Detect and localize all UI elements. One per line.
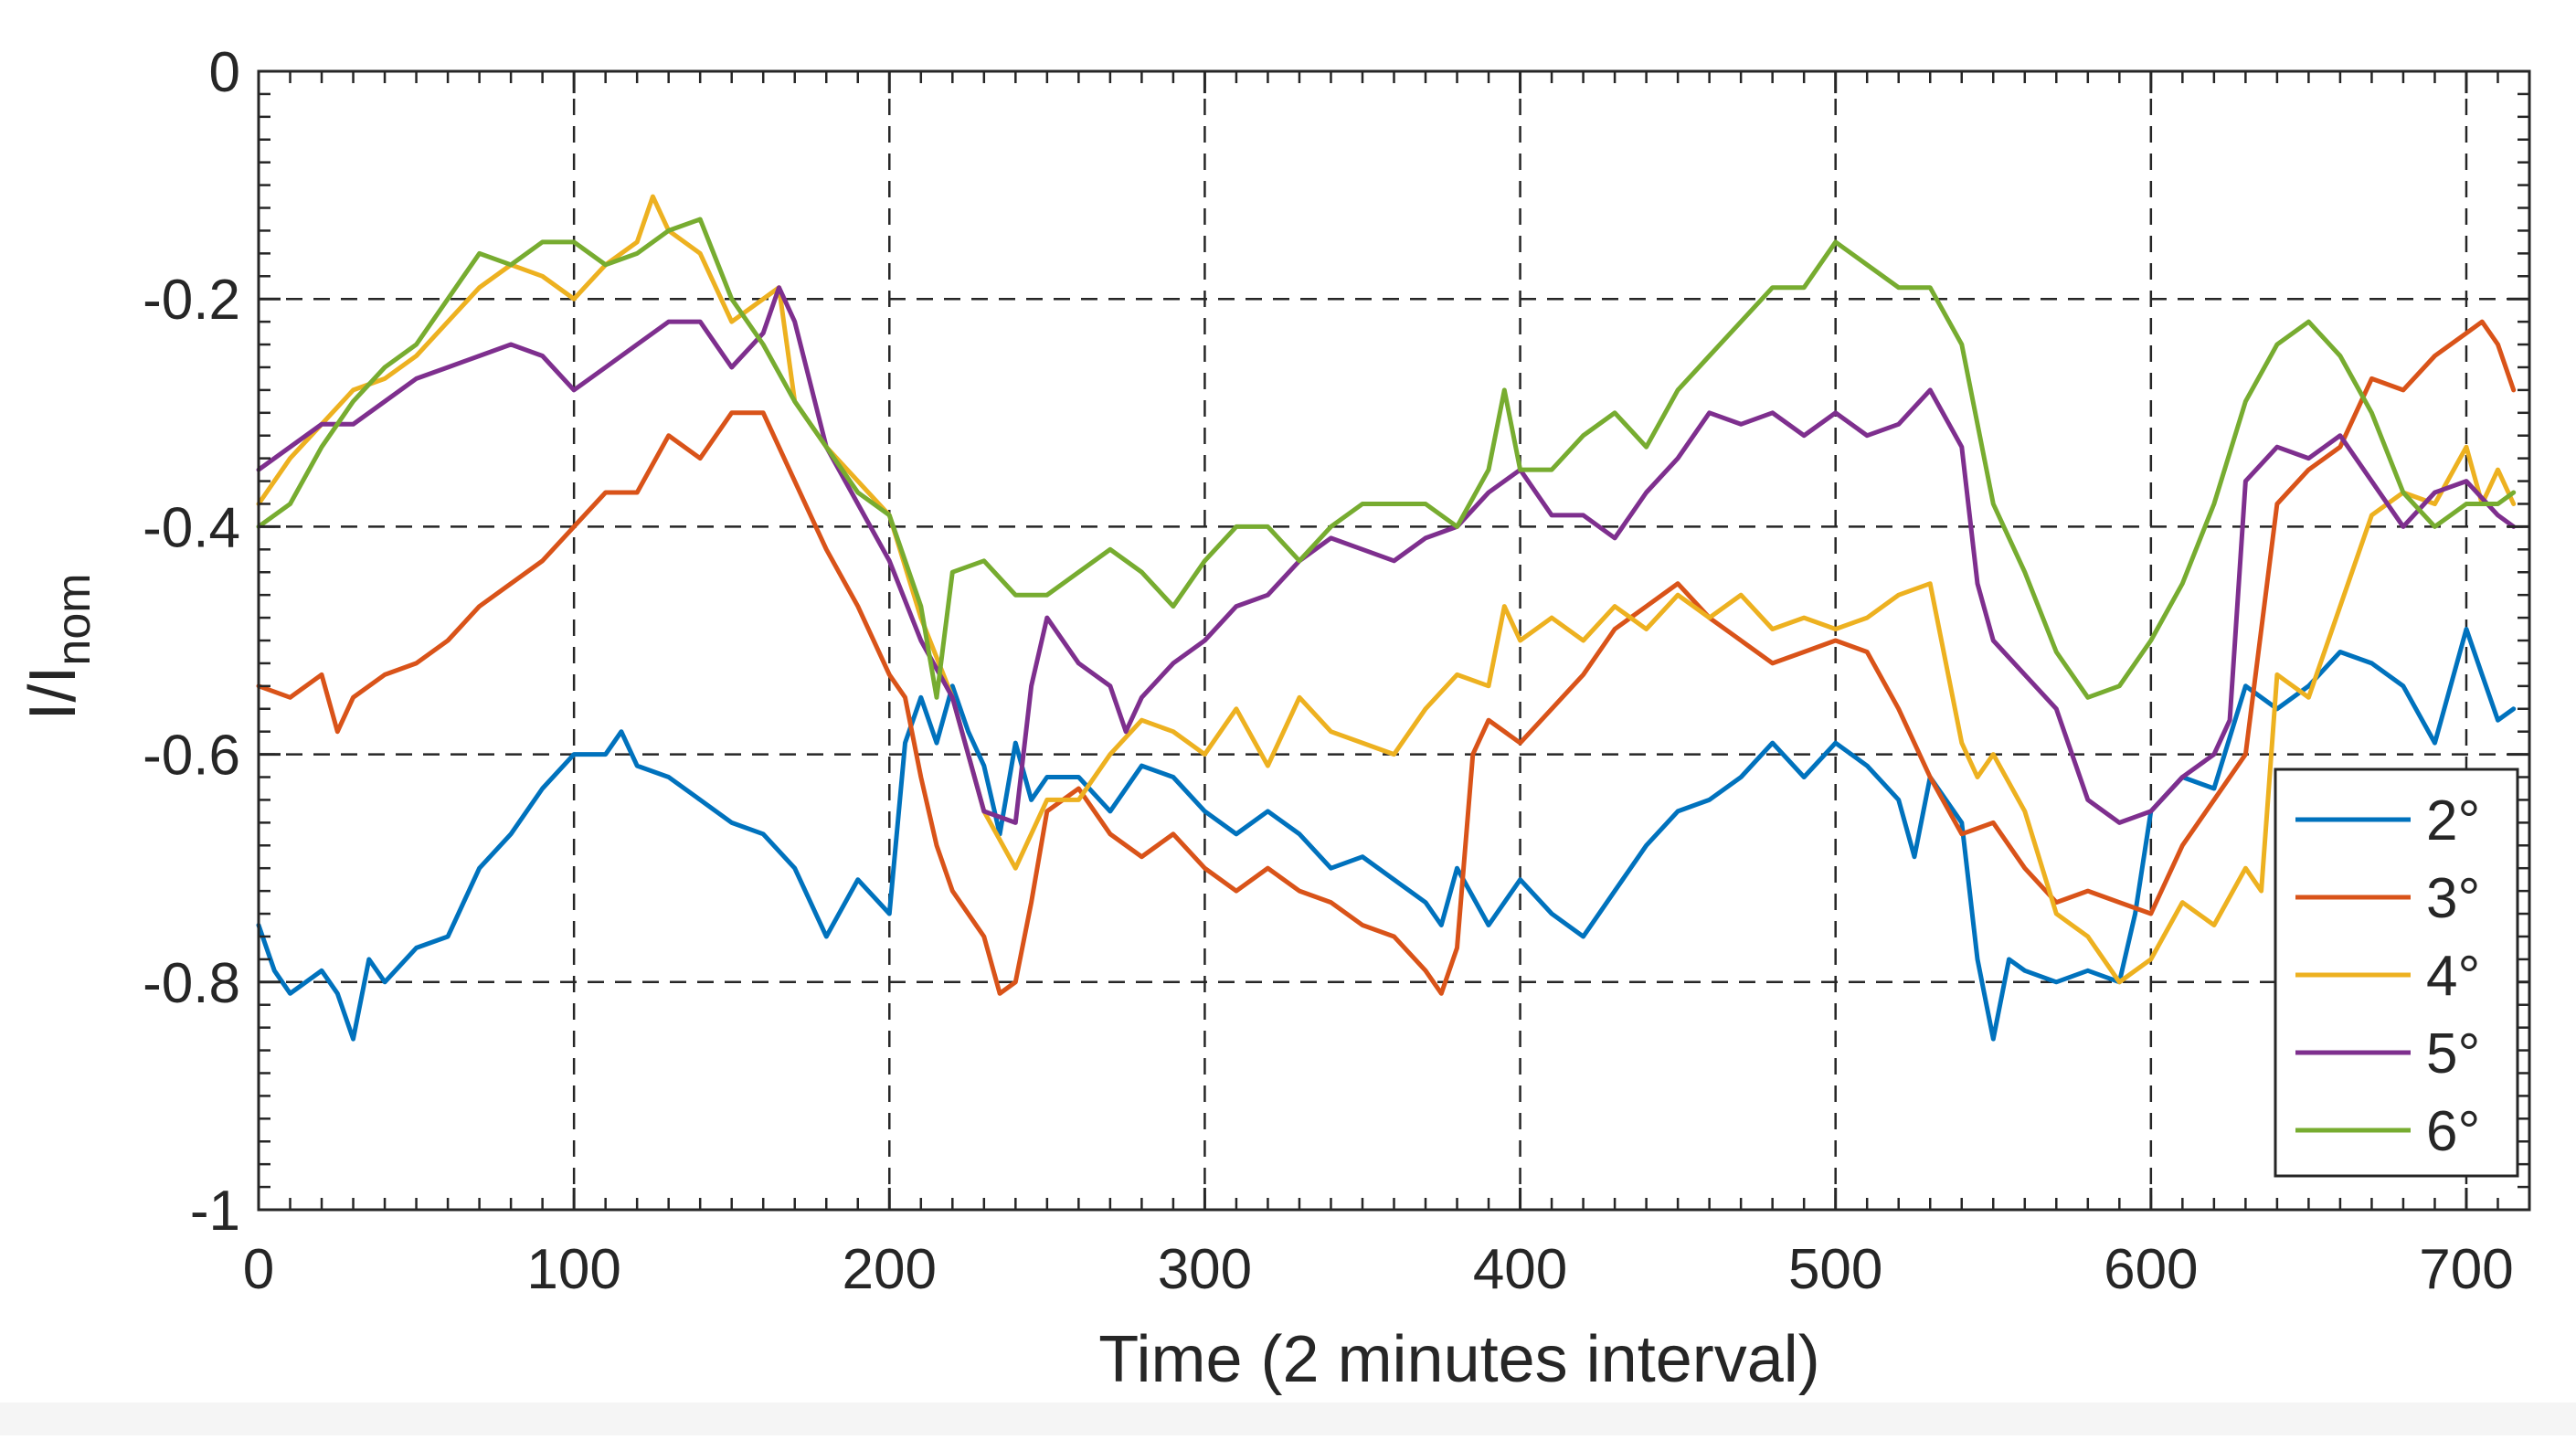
series-line-2-degree: [256, 627, 2517, 1042]
x-tick-label: 600: [2104, 1238, 2198, 1301]
y-axis-title-subscript: nom: [48, 573, 101, 665]
x-tick-label: 300: [1158, 1238, 1252, 1301]
y-axis-title: I/Inom: [16, 573, 101, 720]
x-tick-label: 400: [1473, 1238, 1567, 1301]
series-line-3-degree: [256, 319, 2517, 996]
plot-background: [259, 71, 2529, 1210]
x-tick-label: 500: [1788, 1238, 1882, 1301]
x-tick-labels: 0 100 200 300 400 500 600 700: [243, 1238, 2514, 1301]
y-tick-label: -1: [190, 1180, 240, 1243]
x-axis-title: Time (2 minutes interval): [1098, 1323, 1820, 1396]
legend: 2° 3° 4° 5° 6°: [2274, 768, 2519, 1178]
y-tick-label: -0.4: [143, 496, 240, 559]
x-tick-label: 700: [2419, 1238, 2513, 1301]
plot-area: [259, 71, 2529, 1210]
x-tick-label: 100: [526, 1238, 620, 1301]
series-group: [256, 194, 2517, 1042]
bottom-margin-band: [0, 1403, 2576, 1435]
series-line-6-degree: [256, 217, 2517, 700]
y-axis-title-main: I/I: [16, 666, 90, 721]
axis-ticks: [257, 69, 2531, 1212]
legend-label: 5°: [2426, 1022, 2480, 1085]
x-tick-label: 0: [243, 1238, 274, 1301]
y-tick-label: -0.6: [143, 725, 240, 788]
y-tick-label: -0.2: [143, 269, 240, 332]
legend-label: 4°: [2426, 945, 2480, 1008]
y-tick-label: -0.8: [143, 952, 240, 1015]
series-line-5-degree: [256, 285, 2517, 825]
x-tick-label: 200: [843, 1238, 937, 1301]
series-line-4-degree: [256, 194, 2517, 985]
legend-label: 3°: [2426, 867, 2480, 930]
y-tick-labels: 0 -0.2 -0.4 -0.6 -0.8 -1: [143, 41, 240, 1243]
legend-label: 2°: [2426, 789, 2480, 852]
y-tick-label: 0: [209, 41, 240, 104]
legend-label: 6°: [2426, 1100, 2480, 1163]
